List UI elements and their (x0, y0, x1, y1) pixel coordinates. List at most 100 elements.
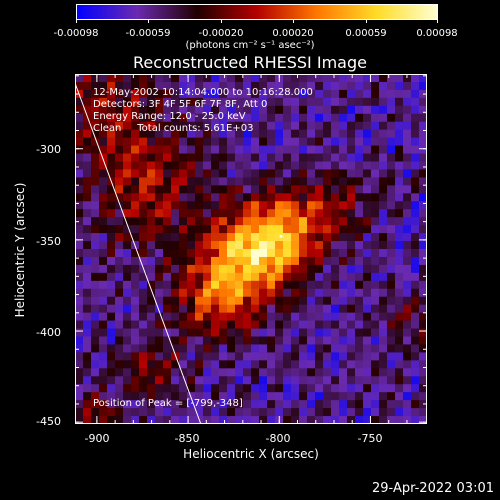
heatmap-cell (187, 225, 196, 234)
heatmap-cell (347, 89, 356, 99)
heatmap-cell (75, 304, 84, 314)
heatmap-cell (371, 416, 380, 424)
heatmap-cell (347, 304, 356, 314)
heatmap-cell (75, 201, 84, 210)
heatmap-cell (363, 153, 372, 163)
heatmap-cell (419, 344, 427, 353)
heatmap-cell (227, 129, 236, 139)
heatmap-cell (267, 416, 276, 424)
heatmap-cell (91, 288, 100, 298)
heatmap-cell (107, 193, 116, 202)
heatmap-cell (123, 233, 132, 242)
heatmap-cell (387, 360, 396, 369)
heatmap-cell (347, 161, 356, 171)
heatmap-cell (83, 408, 92, 417)
heatmap-cell (419, 280, 427, 290)
heatmap-cell (115, 256, 124, 266)
heatmap-cell (347, 256, 356, 266)
heatmap-cell (315, 193, 324, 202)
heatmap-cell (339, 113, 348, 123)
heatmap-cell (219, 352, 228, 361)
info-total-counts: Clean Total counts: 5.61E+03 (93, 123, 254, 134)
heatmap-cell (243, 256, 252, 266)
heatmap-cell (227, 344, 236, 353)
heatmap-cell (219, 241, 228, 250)
heatmap-cell (99, 153, 108, 163)
heatmap-cell (283, 129, 292, 139)
heatmap-cell (75, 145, 84, 155)
heatmap-cell (363, 193, 372, 202)
heatmap-cell (339, 105, 348, 115)
heatmap-cell (243, 169, 252, 178)
heatmap-cell (219, 81, 228, 91)
heatmap-cell (243, 384, 252, 393)
heatmap-cell (235, 256, 244, 266)
heatmap-cell (291, 217, 300, 226)
heatmap-cell (171, 336, 180, 346)
heatmap-cell (259, 280, 268, 290)
heatmap-cell (307, 376, 316, 385)
heatmap-cell (91, 193, 100, 202)
heatmap-cell (203, 336, 212, 346)
heatmap-cell (339, 416, 348, 424)
heatmap-cell (115, 264, 124, 274)
heatmap-cell (267, 368, 276, 377)
heatmap-cell (323, 74, 332, 83)
heatmap-cell (331, 416, 340, 424)
heatmap-cell (275, 105, 284, 115)
heatmap-cell (299, 336, 308, 346)
heatmap-cell (155, 81, 164, 91)
heatmap-cell (419, 384, 427, 393)
heatmap-cell (323, 304, 332, 314)
heatmap-cell (155, 296, 164, 306)
heatmap-cell (131, 249, 140, 258)
heatmap-cell (155, 74, 164, 83)
heatmap-cell (115, 249, 124, 258)
heatmap-cell (355, 249, 364, 258)
heatmap-cell (315, 360, 324, 369)
heatmap-cell (203, 328, 212, 338)
heatmap-cell (203, 384, 212, 393)
heatmap-cell (227, 137, 236, 147)
heatmap-cell (395, 89, 404, 99)
heatmap-cell (323, 193, 332, 202)
heatmap-cell (243, 217, 252, 226)
heatmap-cell (99, 344, 108, 353)
heatmap-cell (179, 121, 188, 131)
heatmap-cell (123, 328, 132, 338)
heatmap-cell (379, 81, 388, 91)
heatmap-cell (371, 193, 380, 202)
heatmap-cell (363, 74, 372, 83)
heatmap-cell (371, 129, 380, 139)
heatmap-cell (403, 384, 412, 393)
heatmap-cell (339, 169, 348, 178)
heatmap-cell (203, 217, 212, 226)
heatmap-cell (403, 81, 412, 91)
heatmap-cell (323, 360, 332, 369)
heatmap-cell (339, 129, 348, 139)
heatmap-cell (163, 129, 172, 139)
heatmap-cell (99, 296, 108, 306)
heatmap-cell (75, 360, 84, 369)
heatmap-cell (259, 368, 268, 377)
heatmap-cell (115, 288, 124, 298)
heatmap-cell (283, 233, 292, 242)
heatmap-cell (371, 225, 380, 234)
heatmap-cell (235, 217, 244, 226)
heatmap-cell (331, 312, 340, 322)
heatmap-cell (203, 400, 212, 409)
heatmap-cell (315, 280, 324, 290)
heatmap-cell (243, 89, 252, 99)
heatmap-cell (283, 105, 292, 115)
heatmap-cell (355, 217, 364, 226)
heatmap-cell (403, 368, 412, 377)
heatmap-cell (347, 201, 356, 210)
heatmap-cell (179, 225, 188, 234)
heatmap-cell (299, 384, 308, 393)
heatmap-cell (163, 344, 172, 353)
heatmap-cell (251, 328, 260, 338)
heatmap-cell (211, 288, 220, 298)
heatmap-cell (123, 137, 132, 147)
heatmap-cell (347, 280, 356, 290)
heatmap-cell (411, 320, 420, 330)
